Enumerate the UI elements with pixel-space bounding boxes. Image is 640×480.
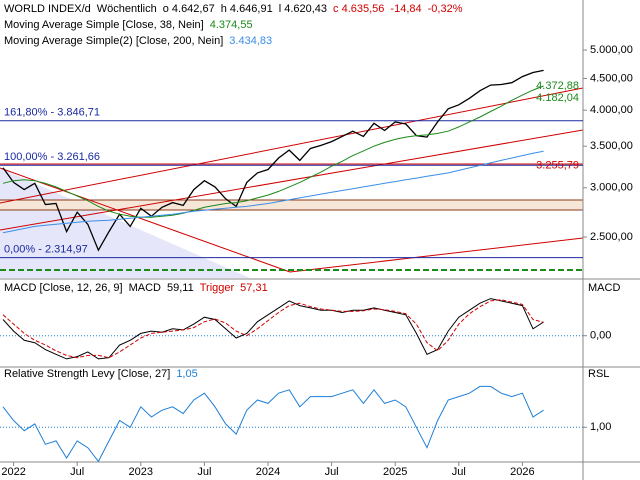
y-tick-label: 2.500,00: [590, 231, 633, 243]
legend-text: l 4.620,43: [279, 3, 327, 15]
legend-text: Trigger: [200, 282, 235, 294]
y-tick-label: 0,00: [590, 330, 611, 342]
legend-text: MACD [Close, 12, 26, 9]: [4, 282, 123, 294]
x-tick-label: Jul: [325, 466, 339, 478]
x-tick-label: 2024: [256, 466, 280, 478]
series-line: [2, 85, 544, 218]
axis-label: MACD: [588, 282, 620, 294]
series-line: [2, 385, 544, 463]
legend-text: MACD: [129, 282, 161, 294]
x-tick-label: 2026: [510, 466, 534, 478]
legend-text: Wöchentlich: [97, 3, 157, 15]
series-line: [2, 69, 544, 252]
legend-text: 4.374,55: [210, 19, 253, 31]
legend-text: c 4.635,56: [333, 3, 384, 15]
trend-line: [0, 87, 584, 204]
annotation: 4.182,04: [536, 92, 579, 104]
annotation: 3.255,79: [536, 160, 579, 172]
legend-text: o 4.642,67: [163, 3, 215, 15]
x-tick-label: 2022: [1, 466, 25, 478]
legend-text: Relative Strength Levy [Close, 27]: [4, 368, 170, 380]
x-tick-label: Jul: [452, 466, 466, 478]
annotation: 4.372,88: [536, 80, 579, 92]
y-tick-label: 5.000,00: [590, 44, 633, 56]
shaded-triangle: [0, 168, 250, 278]
legend-text: 59,11: [167, 282, 194, 294]
trend-line: [0, 167, 291, 273]
series-line: [2, 299, 544, 359]
band: [0, 200, 583, 210]
trend-line: [289, 237, 584, 273]
legend-text: h 4.646,91: [221, 3, 273, 15]
legend-text: Moving Average Simple(2) [Close, 200, Ne…: [4, 35, 223, 47]
level-label: 161,80% - 3.846,71: [4, 107, 100, 119]
x-tick-label: Jul: [197, 466, 211, 478]
y-tick-label: 1,00: [590, 421, 611, 433]
series-line: [2, 150, 544, 234]
trend-line: [0, 129, 584, 231]
y-tick-label: 4.500,00: [590, 72, 633, 84]
x-tick-label: 2023: [129, 466, 153, 478]
legend-text: 57,31: [240, 282, 268, 294]
legend-text: -14,84: [390, 3, 421, 15]
x-tick-label: 2025: [383, 466, 407, 478]
y-tick-label: 4.000,00: [590, 104, 633, 116]
x-tick-label: Jul: [70, 466, 84, 478]
y-tick-label: 3.000,00: [590, 182, 633, 194]
y-tick-label: 3.500,00: [590, 140, 633, 152]
legend-text: Moving Average Simple [Close, 38, Nein]: [4, 19, 204, 31]
axis-label: RSL: [588, 368, 609, 380]
legend-text: WORLD INDEX/d: [4, 3, 91, 15]
level-label: 100,00% - 3.261,66: [4, 151, 100, 163]
legend-text: 3.434,83: [229, 35, 272, 47]
legend-text: 1,05: [176, 368, 197, 380]
level-label: 0,00% - 2.314,97: [4, 244, 88, 256]
legend-text: -0,32%: [428, 3, 463, 15]
